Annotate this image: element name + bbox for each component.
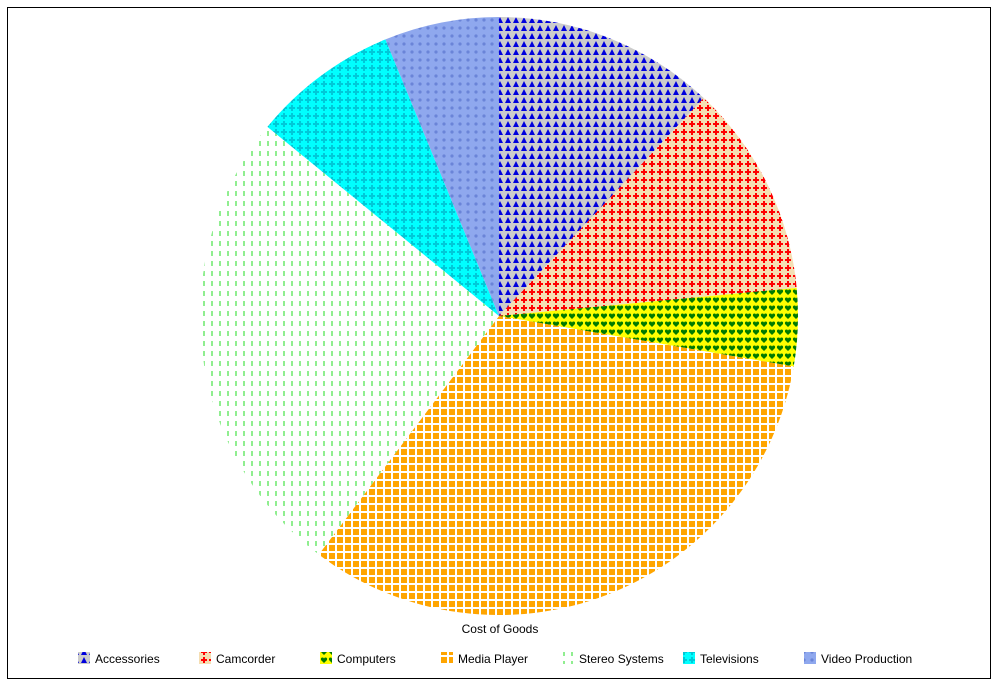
legend-label: Computers: [337, 652, 396, 666]
x-axis-label: Cost of Goods: [462, 622, 539, 636]
legend-swatch: [78, 652, 90, 664]
pie-slice-stereo-systems: [199, 126, 500, 555]
legend-item-video-production: Video Production: [804, 652, 912, 666]
pie-slice-video-production: [385, 17, 499, 316]
legend-swatch: [562, 652, 574, 664]
pie-slices: [199, 17, 798, 616]
legend-label: Camcorder: [216, 652, 275, 666]
legend-item-camcorder: Camcorder: [199, 652, 275, 666]
legend-label: Media Player: [458, 652, 528, 666]
legend-swatch: [441, 652, 453, 664]
pie-slice-computers: [499, 287, 798, 367]
legend-item-media-player: Media Player: [441, 652, 528, 666]
pie-slice-televisions: [267, 39, 499, 317]
legend-item-televisions: Televisions: [683, 652, 759, 666]
legend-item-stereo-systems: Stereo Systems: [562, 652, 664, 666]
legend-label: Accessories: [95, 652, 160, 666]
pie-slice-accessories: [499, 17, 704, 316]
legend-swatch: [199, 652, 211, 664]
legend-swatch: [320, 652, 332, 664]
pie-slice-camcorder: [499, 98, 797, 316]
legend-label: Stereo Systems: [579, 652, 664, 666]
legend-item-computers: Computers: [320, 652, 396, 666]
legend-swatch: [804, 652, 816, 664]
pie-slice-media-player: [318, 316, 794, 616]
legend: Accessories Camcorder Computers Media Playe…: [78, 652, 912, 666]
legend-label: Televisions: [700, 652, 759, 666]
legend-label: Video Production: [821, 652, 912, 666]
legend-swatch: [683, 652, 695, 664]
legend-item-accessories: Accessories: [78, 652, 160, 666]
